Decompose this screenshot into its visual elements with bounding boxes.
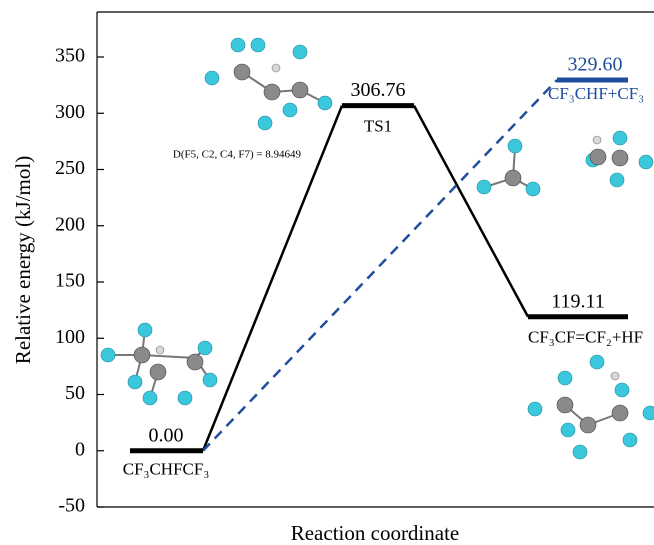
level-label: CF₃CF=CF₂+HF (528, 328, 643, 347)
level-label: CF₃CHF+CF₃ (548, 84, 644, 103)
molecule-ts (205, 38, 332, 130)
x-axis-title: Reaction coordinate (291, 521, 460, 545)
y-tick-label: 300 (55, 101, 85, 123)
level-label: TS1 (364, 117, 392, 136)
value-label: 329.60 (568, 54, 623, 76)
molecule-reactant (101, 323, 217, 405)
y-axis-title: Relative energy (kJ/mol) (11, 156, 35, 364)
y-tick-label: 0 (75, 438, 85, 460)
annotation: D(F5, C2, C4, F7) = 8.94649 (173, 149, 302, 161)
chart: Relative energy (kJ/mol) Reaction coordi… (0, 0, 654, 545)
value-label: 119.11 (551, 290, 605, 312)
molecule-chf (586, 131, 653, 187)
y-tick-label: 100 (55, 326, 85, 348)
value-label: 306.76 (351, 79, 406, 101)
y-tick-label: 200 (55, 213, 85, 235)
molecule-cf3 (477, 139, 540, 196)
y-tick-label: -50 (58, 495, 85, 517)
y-tick-label: 150 (55, 270, 85, 292)
value-label: 0.00 (149, 424, 184, 446)
y-tick-label: 250 (55, 157, 85, 179)
connector (203, 80, 557, 451)
y-tick-label: 350 (55, 45, 85, 67)
molecule-products (528, 355, 654, 459)
level-label: CF₃CHFCF₃ (123, 460, 210, 479)
y-tick-label: 50 (65, 382, 85, 404)
